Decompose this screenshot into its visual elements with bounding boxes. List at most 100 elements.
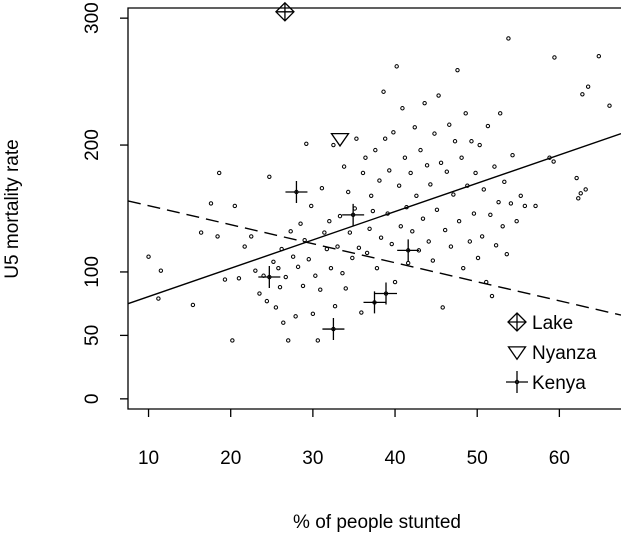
data-point [253,268,258,273]
data-point [412,125,417,130]
data-point [502,179,507,185]
y-tick-label: 100 [82,256,103,288]
data-point [392,279,398,285]
data-point [249,234,254,239]
data-point [459,155,464,160]
kenya-point [285,181,308,204]
data-point [493,243,499,248]
data-point [304,141,309,146]
x-tick-label: 30 [302,448,323,469]
data-point [410,229,415,234]
legend-label-nyanza: Nyanza [532,343,597,364]
data-point [456,218,462,224]
data-point [306,257,311,262]
kenya-point [397,239,420,262]
data-point [405,260,411,266]
data-point [309,203,314,209]
data-point [288,229,293,234]
data-point [261,273,266,278]
y-tick-label: 200 [82,129,103,161]
data-point [444,169,450,174]
data-point [430,258,436,263]
data-point [359,310,364,315]
data-point [578,191,583,196]
data-point [420,216,426,221]
data-point [352,206,357,211]
data-point [360,170,366,176]
data-point [510,153,515,158]
data-point [574,175,579,181]
data-point [367,226,372,232]
legend-label-kenya: Kenya [532,373,586,394]
data-point [156,296,161,301]
data-point [418,147,423,153]
data-point [343,286,348,291]
data-point [337,213,343,219]
data-point [230,338,235,343]
data-point [508,201,514,206]
data-point [442,227,448,233]
data-point [533,203,538,209]
data-point [277,284,283,290]
data-point [596,54,602,59]
data-point [222,277,228,282]
data-point [242,244,247,249]
data-point [448,244,454,249]
data-point [551,159,556,164]
data-point [481,187,486,192]
data-point [394,64,399,69]
data-point [461,265,466,271]
y-axis-label: U5 mortality rate [2,139,23,278]
data-point [469,139,474,144]
legend-marker-kenya [506,371,528,393]
data-point [488,212,493,218]
data-point [400,106,405,111]
data-point [607,103,612,108]
legend-label-lake: Lake [532,313,573,334]
data-point [492,164,497,169]
data-point [389,241,394,247]
data-point [283,274,288,280]
data-point [190,302,196,308]
data-point [451,192,456,197]
data-point [264,298,270,304]
data-point [583,187,588,192]
x-axis-label: % of people stunted [293,512,461,533]
data-point [514,218,519,224]
data-point [455,67,460,73]
data-point [232,203,238,209]
data-point [504,251,509,257]
data-point [364,250,370,256]
y-tick-label: 0 [82,394,103,405]
data-point [363,155,368,160]
plot-frame [127,7,621,410]
data-point [547,155,552,160]
data-point [310,311,316,317]
data-point [293,314,298,319]
data-point [276,265,281,271]
data-point [373,147,378,153]
legend: Lake Nyanza Kenya [506,312,597,394]
data-point [452,139,458,144]
data-point [346,189,351,195]
data-point [146,254,151,259]
data-point [500,224,505,229]
data-point [335,244,340,249]
data-point [522,203,528,209]
data-point [402,155,408,160]
data-point [496,199,501,205]
data-point [328,265,334,271]
data-point [331,142,336,148]
data-point [286,338,291,343]
data-point [377,178,382,183]
data-point [298,221,303,226]
data-point [428,182,433,187]
data-point [300,283,306,289]
data-point [484,279,489,285]
y-tick-label: 300 [82,2,103,34]
data-point [465,183,470,188]
data-point [332,304,338,309]
x-tick-label: 40 [384,448,405,469]
data-point [447,122,452,127]
data-point [290,254,296,259]
